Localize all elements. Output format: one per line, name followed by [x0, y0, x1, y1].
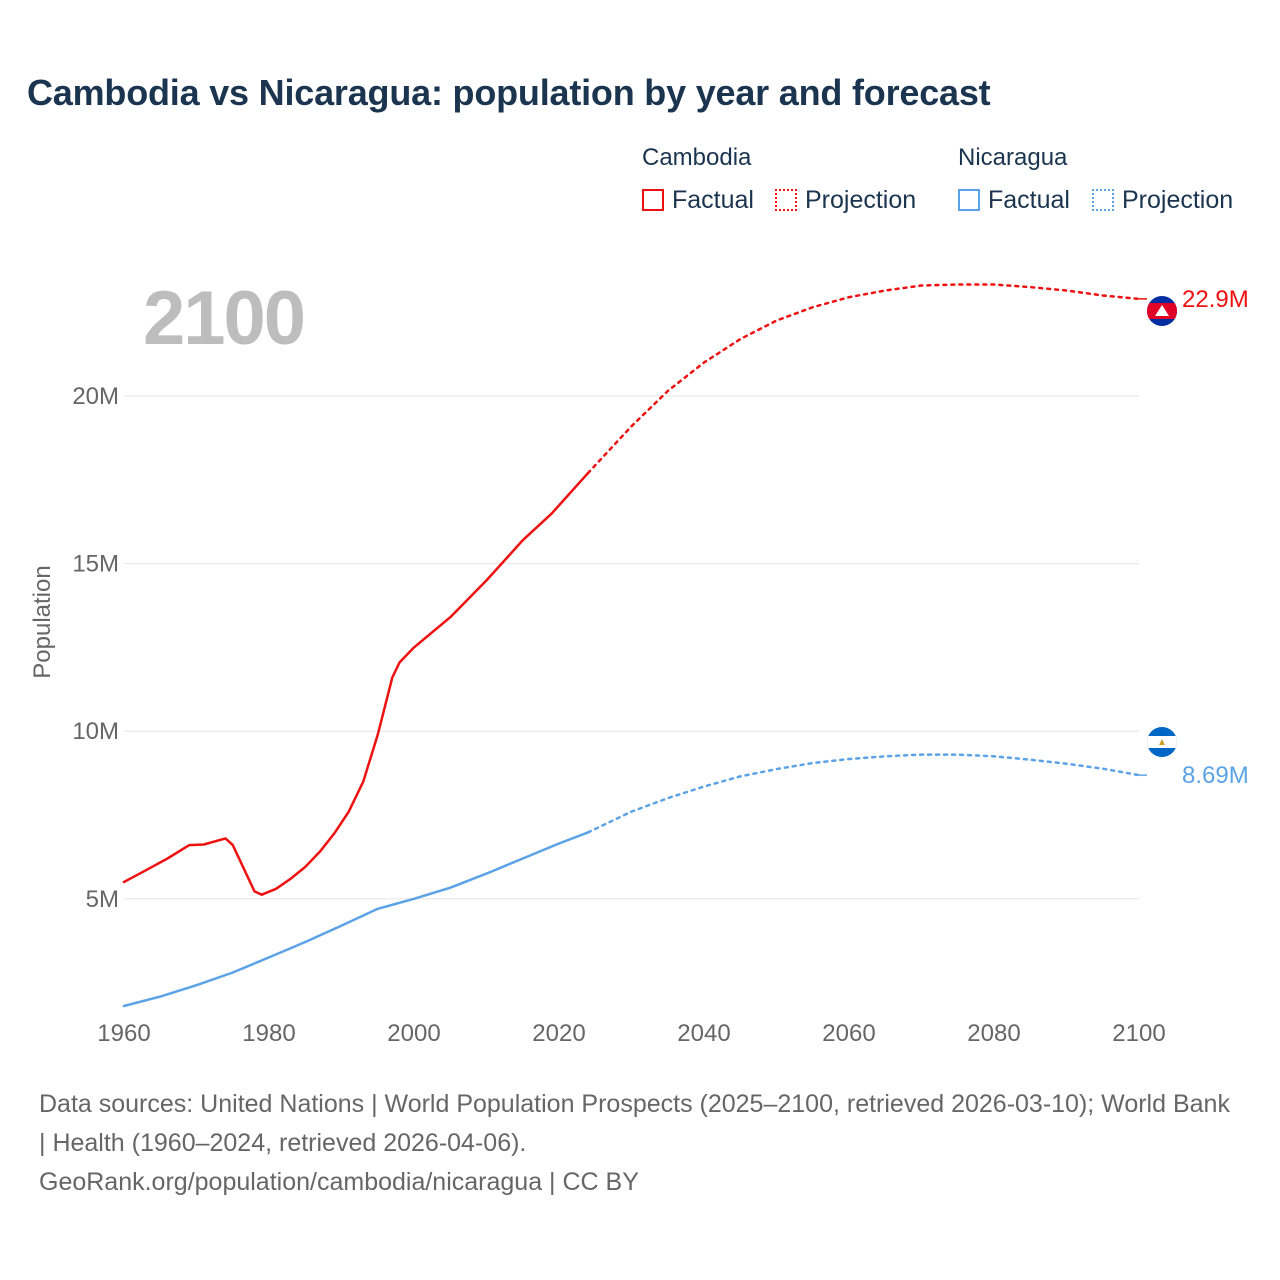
nicaragua-flag-icon	[1147, 727, 1177, 757]
legend-group-nicaragua-title: Nicaragua	[958, 144, 1068, 171]
legend-label: Factual	[672, 185, 754, 214]
x-tick-label: 1980	[242, 1020, 295, 1047]
nicaragua-factual-line[interactable]	[122, 831, 590, 1008]
year-overlay: 2100	[143, 276, 306, 361]
legend-swatch-dotted	[775, 189, 797, 211]
legend-item-nicaragua-factual[interactable]: Factual	[958, 185, 1070, 215]
nicaragua-end-value-label: 8.69M	[1182, 762, 1249, 789]
x-tick-label: 2040	[677, 1020, 730, 1047]
cambodia-projection-line[interactable]	[586, 283, 1141, 475]
legend-swatch-solid	[958, 189, 980, 211]
legend-item-nicaragua-projection[interactable]: Projection	[1092, 185, 1233, 215]
legend-label: Projection	[805, 185, 917, 214]
legend-swatch-dotted	[1092, 189, 1114, 211]
x-tick-label: 2020	[532, 1020, 585, 1047]
legend-group-cambodia-title: Cambodia	[642, 144, 752, 171]
x-tick-label: 1960	[97, 1020, 150, 1047]
y-tick-label: 15M	[72, 551, 119, 578]
legend-item-cambodia-factual[interactable]: Factual	[642, 185, 754, 215]
legend-swatch-solid	[642, 189, 664, 211]
cambodia-end-value-label: 22.9M	[1182, 286, 1249, 313]
y-tick-label: 20M	[72, 383, 119, 410]
x-tick-label: 2000	[387, 1020, 440, 1047]
x-tick-label: 2080	[967, 1020, 1020, 1047]
cambodia-factual-line[interactable]	[122, 471, 590, 896]
cambodia-flag-icon	[1147, 296, 1177, 326]
nicaragua-projection-line[interactable]	[586, 753, 1141, 834]
y-tick-label: 5M	[86, 886, 119, 913]
x-tick-label: 2100	[1112, 1020, 1165, 1047]
footer: Data sources: United Nations | World Pop…	[39, 1085, 1239, 1202]
chart-title: Cambodia vs Nicaragua: population by yea…	[27, 72, 991, 113]
y-tick-label: 10M	[72, 718, 119, 745]
y-axis-title: Population	[29, 565, 56, 678]
x-tick-label: 2060	[822, 1020, 875, 1047]
footer-credit[interactable]: GeoRank.org/population/cambodia/nicaragu…	[39, 1168, 639, 1196]
legend-label: Projection	[1122, 185, 1234, 214]
footer-sources: Data sources: United Nations | World Pop…	[39, 1090, 1230, 1157]
legend-item-cambodia-projection[interactable]: Projection	[775, 185, 916, 215]
legend-label: Factual	[988, 185, 1070, 214]
